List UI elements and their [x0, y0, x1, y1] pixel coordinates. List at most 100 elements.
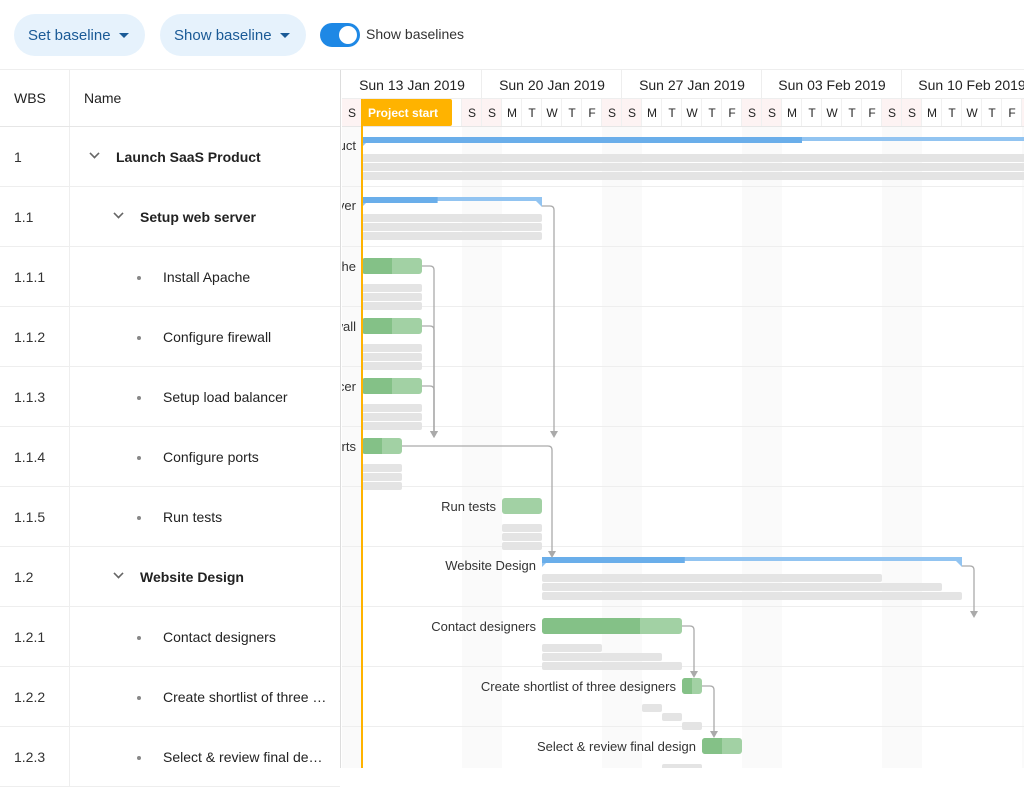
grid-header: WBS Name	[0, 70, 340, 127]
wbs-cell: 1.1.2	[14, 329, 46, 345]
dependency-line	[962, 565, 975, 612]
dependency-line	[422, 385, 435, 432]
bullet-icon	[137, 756, 141, 760]
day-letter: T	[988, 106, 996, 120]
set-baseline-button[interactable]: Set baseline	[14, 14, 145, 56]
weekend-header-cell	[882, 99, 902, 126]
task-name: Install Apache	[163, 269, 251, 285]
weekend-band	[342, 127, 362, 768]
day-letter: S	[468, 106, 476, 120]
column-divider	[69, 547, 70, 606]
weekend-band	[622, 127, 642, 768]
grid-row[interactable]: 1.2.1 Contact designers	[0, 607, 340, 667]
grid-row[interactable]: 1.1.4 Configure ports	[0, 427, 340, 487]
column-header-name[interactable]: Name	[84, 90, 122, 106]
wbs-cell: 1.2	[14, 569, 34, 585]
day-letter: F	[728, 106, 735, 120]
bar-label: Configure firewall	[342, 319, 356, 334]
day-letter: W	[826, 106, 838, 120]
day-letter: M	[507, 106, 517, 120]
grid-row[interactable]: 1.1.2 Configure firewall	[0, 307, 340, 367]
baseline-bar	[542, 653, 662, 661]
baseline-bar	[542, 583, 942, 591]
baseline-bar	[362, 293, 422, 301]
column-divider	[69, 727, 70, 786]
day-letter: S	[488, 106, 496, 120]
baseline-bar	[362, 223, 542, 231]
chevron-down-icon[interactable]	[113, 568, 124, 579]
baseline-bar	[362, 154, 1024, 162]
show-baseline-button[interactable]: Show baseline	[160, 14, 306, 56]
dependency-line	[542, 205, 555, 432]
task-name: Run tests	[163, 509, 223, 525]
task-bar[interactable]	[502, 498, 542, 514]
dependency-line	[422, 265, 435, 432]
baseline-bar	[362, 163, 1024, 171]
grid-row[interactable]: 1.1.3 Setup load balancer	[0, 367, 340, 427]
caret-down-icon	[118, 32, 129, 38]
week-label: Sun 27 Jan 2019	[639, 77, 745, 93]
task-name: Configure firewall	[163, 329, 272, 345]
task-progress	[362, 258, 392, 274]
wbs-cell: 1.2.3	[14, 749, 46, 765]
chevron-down-icon[interactable]	[89, 148, 100, 159]
grid-row[interactable]: 1.2.3 Select & review final design	[0, 727, 340, 787]
gantt-chart: Sun 13 Jan 2019 Sun 20 Jan 2019 Sun 27 Jan…	[342, 70, 1024, 768]
task-progress	[362, 318, 392, 334]
baseline-bar	[542, 574, 882, 582]
weekend-band	[742, 127, 762, 768]
grid-rows: 1 Launch SaaS Product 1.1 Setup web server 1…	[0, 127, 340, 787]
column-divider	[69, 667, 70, 726]
summary-progress	[542, 557, 685, 563]
baseline-bar	[362, 464, 402, 472]
weekend-header-cell	[622, 99, 642, 126]
baseline-bar	[362, 344, 422, 352]
grid-row[interactable]: 1.2.2 Create shortlist of three designers	[0, 667, 340, 727]
bar-label: Run tests	[441, 499, 496, 514]
project-start-marker[interactable]	[362, 99, 452, 126]
grid-row[interactable]: 1.1.5 Run tests	[0, 487, 340, 547]
dependency-arrow-icon	[430, 431, 438, 438]
chevron-down-icon[interactable]	[113, 208, 124, 219]
column-divider	[69, 367, 70, 426]
grid-row[interactable]: 1.1 Setup web server	[0, 187, 340, 247]
bar-label: Select & review final design	[537, 739, 696, 754]
week-label: Sun 13 Jan 2019	[359, 77, 465, 93]
grid-row[interactable]: 1 Launch SaaS Product	[0, 127, 340, 187]
baseline-bar	[642, 704, 662, 712]
summary-progress	[362, 197, 438, 203]
day-letter: F	[588, 106, 595, 120]
show-baselines-toggle[interactable]	[320, 23, 360, 47]
day-letter: W	[686, 106, 698, 120]
weekend-header-cell	[742, 99, 762, 126]
column-divider	[69, 127, 70, 186]
caret-down-icon	[279, 32, 290, 38]
weekend-header-cell	[602, 99, 622, 126]
baseline-bar	[502, 524, 542, 532]
baseline-bar	[362, 404, 422, 412]
summary-progress	[362, 137, 802, 143]
column-header-wbs[interactable]: WBS	[14, 90, 46, 106]
bar-label: Create shortlist of three designers	[481, 679, 677, 694]
project-start-label: Project start	[368, 106, 438, 120]
wbs-cell: 1.1.5	[14, 509, 46, 525]
baseline-bar	[362, 362, 422, 370]
column-divider	[69, 307, 70, 366]
day-letter: S	[748, 106, 756, 120]
grid-row[interactable]: 1.1.1 Install Apache	[0, 247, 340, 307]
bar-label: Install Apache	[342, 259, 356, 274]
baseline-bar	[502, 542, 542, 550]
task-grid: WBS Name 1 Launch SaaS Product 1.1 Setup we…	[0, 70, 341, 787]
weekend-band	[1022, 127, 1024, 768]
task-progress	[362, 438, 382, 454]
wbs-cell: 1.1	[14, 209, 34, 225]
wbs-cell: 1.2.1	[14, 629, 46, 645]
day-letter: S	[348, 106, 356, 120]
baseline-bar	[362, 422, 422, 430]
grid-row[interactable]: 1.2 Website Design	[0, 547, 340, 607]
dependency-line	[702, 685, 715, 732]
day-letter: T	[948, 106, 956, 120]
wbs-cell: 1.1.4	[14, 449, 46, 465]
show-baseline-label: Show baseline	[174, 26, 272, 44]
baseline-bar	[362, 284, 422, 292]
